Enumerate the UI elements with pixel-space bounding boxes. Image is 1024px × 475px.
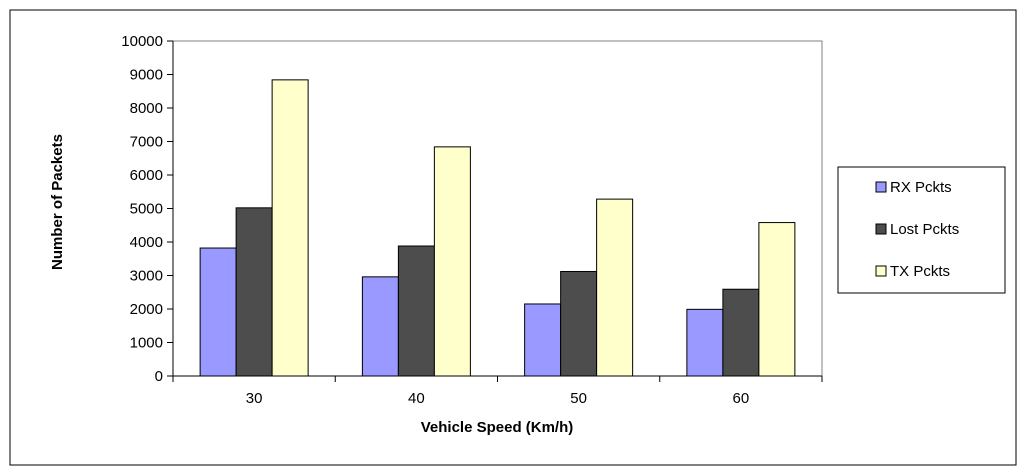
bars [199, 79, 796, 377]
bar-rx-pckts-50 [524, 303, 562, 377]
x-tick-label: 40 [408, 390, 425, 407]
y-tick-label: 8000 [130, 100, 163, 117]
bar-rx-pckts-30 [199, 247, 237, 377]
x-tick-label: 30 [246, 390, 263, 407]
y-tick-label: 0 [155, 368, 163, 385]
bar-lost-pckts-40 [397, 245, 435, 377]
x-axis-title: Vehicle Speed (Km/h) [421, 419, 574, 436]
y-tick-label: 3000 [130, 268, 163, 285]
bar-tx-pckts-30 [271, 79, 309, 377]
y-tick-label: 9000 [130, 67, 163, 84]
y-tick-label: 10000 [121, 33, 163, 50]
legend-swatch [875, 181, 887, 193]
legend-label: TX Pckts [890, 263, 950, 280]
bar-tx-pckts-60 [758, 222, 796, 377]
bar-tx-pckts-40 [433, 146, 471, 377]
bar-lost-pckts-30 [235, 207, 273, 377]
y-tick-label: 1000 [130, 335, 163, 352]
y-tick-label: 5000 [130, 201, 163, 218]
bar-rx-pckts-40 [361, 276, 399, 377]
legend-swatch [875, 265, 887, 277]
legend-label: RX Pckts [890, 179, 952, 196]
bar-tx-pckts-50 [596, 198, 634, 377]
legend-label: Lost Pckts [890, 221, 959, 238]
x-tick-label: 50 [570, 390, 587, 407]
y-tick-label: 7000 [130, 134, 163, 151]
legend-box [837, 166, 1006, 294]
y-tick-label: 6000 [130, 167, 163, 184]
legend: RX Pckts Lost Pckts TX Pckts [837, 166, 1006, 294]
y-tick-label: 4000 [130, 234, 163, 251]
bar-lost-pckts-50 [560, 270, 598, 377]
y-axis: 0 1000 2000 3000 4000 5000 6000 7000 8000 9000 100… [121, 33, 174, 385]
bar-lost-pckts-60 [722, 288, 760, 377]
y-axis-title: Number of Packets [49, 134, 66, 270]
legend-swatch [875, 223, 887, 235]
y-tick-label: 2000 [130, 301, 163, 318]
bar-rx-pckts-60 [686, 308, 724, 377]
x-tick-label: 60 [733, 390, 750, 407]
